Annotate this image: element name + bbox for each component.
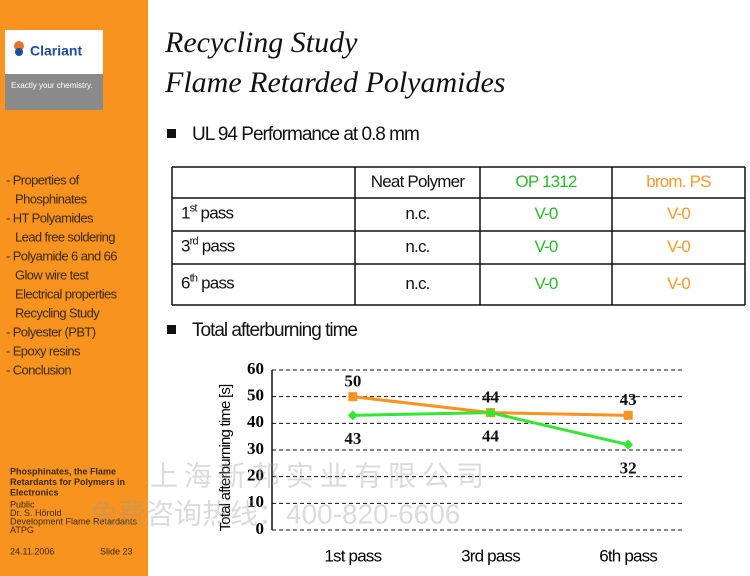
nav-item: - Properties of [6, 172, 80, 187]
marker [623, 439, 634, 450]
marker [348, 392, 358, 402]
nav-item: Glow wire test [15, 267, 89, 282]
nav-item: Recycling Study [15, 305, 100, 320]
nav-item: - Conclusion [6, 362, 71, 377]
footer-line: Development Flame Retardants [10, 516, 138, 526]
y-tick-label: 30 [247, 439, 264, 458]
logo-icon [14, 41, 24, 51]
watermark-text: 上海新邦实业有限公司 [150, 460, 490, 491]
table-header: Neat Polymer [371, 172, 466, 191]
bullet [167, 325, 176, 334]
row-num: 6 [181, 274, 190, 293]
footer-line: Dr. S. Hörold [10, 508, 62, 518]
bullet-text: Total afterburning time [192, 320, 357, 341]
row-label: 6th pass [181, 272, 234, 293]
y-tick-label: 50 [247, 386, 264, 405]
bullet-text: UL 94 Performance at 0.8 mm [192, 124, 419, 145]
row-sup: rd [190, 235, 199, 247]
table-head-green [480, 167, 612, 198]
table-cell: V-0 [667, 204, 690, 223]
table-cell: n.c. [405, 237, 429, 256]
row-sup: st [190, 202, 198, 214]
footer-date: 24.11.2006 [10, 546, 54, 556]
watermark-text: 免费咨询热线：400-820-6606 [90, 498, 460, 529]
footer-title: Phosphinates, the Flame [10, 466, 116, 476]
table-cell: V-0 [667, 237, 690, 256]
row-label: 3rd pass [181, 235, 235, 256]
table-cell: V-0 [534, 204, 557, 223]
bullet [167, 129, 176, 138]
data-label: 43 [344, 429, 361, 448]
table-header: OP 1312 [515, 172, 577, 191]
title: Recycling Study [164, 26, 358, 59]
y-tick-label: 10 [247, 492, 264, 511]
row-sup: th [190, 272, 198, 284]
row-rest: pass [197, 274, 234, 293]
nav-item: Lead free soldering [15, 229, 115, 244]
tagline: Exactly your chemistry. [11, 81, 93, 90]
logo: Clariant [30, 43, 82, 59]
table-header: brom. PS [646, 172, 711, 191]
marker [485, 407, 496, 418]
y-tick-label: 0 [256, 519, 265, 538]
y-axis-label: Total afterburning time [s] [217, 384, 234, 531]
tagline-band [5, 74, 103, 110]
footer-title: Electronics [10, 487, 59, 497]
x-tick-label: 6th pass [599, 546, 657, 565]
x-tick-label: 1st pass [324, 546, 381, 565]
watermark: 上海新邦实业有限公司 免费咨询热线：400-820-6606 [90, 460, 490, 529]
row-rest: pass [197, 204, 234, 223]
table-cell: V-0 [667, 274, 690, 293]
row-label: 1st pass [181, 202, 234, 223]
table-cell: V-0 [534, 274, 557, 293]
marker [347, 410, 358, 421]
nav-item: Electrical properties [15, 286, 118, 301]
y-tick-label: 60 [247, 359, 264, 378]
y-tick-label: 40 [247, 412, 264, 431]
logo-icon [15, 48, 23, 56]
marker [623, 410, 633, 420]
nav-item: Phosphinates [15, 191, 88, 206]
row-rest: pass [198, 237, 235, 256]
table-cell: V-0 [534, 237, 557, 256]
footer-slide: Slide 23 [100, 546, 133, 556]
data-label: 43 [620, 390, 637, 409]
data-label: 44 [482, 388, 500, 407]
data-label: 44 [482, 427, 500, 446]
row-num: 1 [181, 204, 190, 223]
footer-line: ATPG [10, 525, 34, 535]
footer-title: Retardants for Polymers in [10, 477, 125, 487]
nav-item: - Polyamide 6 and 66 [6, 248, 117, 263]
y-tick-label: 20 [247, 466, 264, 485]
data-label: 32 [620, 459, 637, 478]
footer-line: Public [10, 499, 35, 509]
table-cell: n.c. [405, 274, 429, 293]
nav-item: - Epoxy resins [6, 343, 81, 358]
nav-item: - Polyester (PBT) [6, 324, 96, 339]
x-tick-label: 3rd pass [461, 546, 520, 565]
table-cell: n.c. [405, 204, 429, 223]
nav-item: - HT Polyamides [6, 210, 94, 225]
data-label: 50 [344, 372, 361, 391]
title: Flame Retarded Polyamides [164, 66, 505, 99]
row-num: 3 [181, 237, 190, 256]
